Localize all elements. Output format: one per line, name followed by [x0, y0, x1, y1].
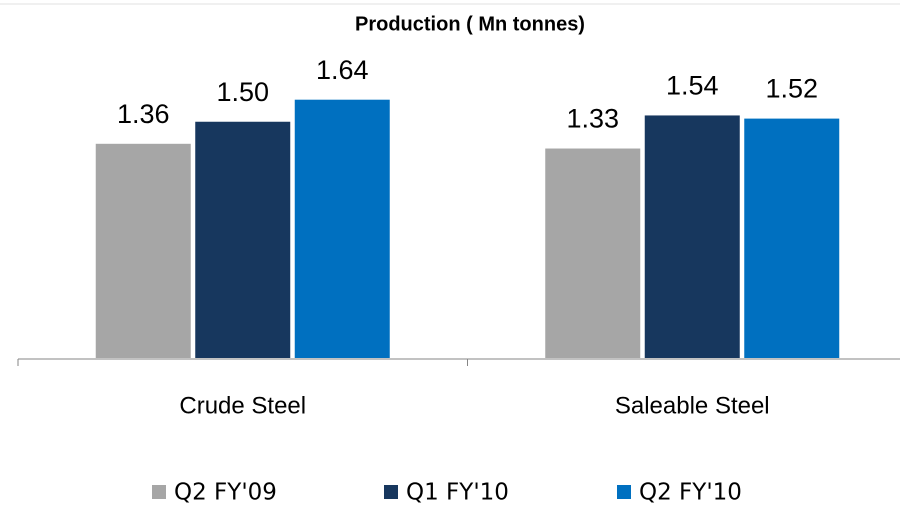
legend-swatch [152, 485, 166, 499]
bar [95, 143, 191, 358]
legend-swatch [617, 485, 631, 499]
x-tick-label: Crude Steel [179, 392, 306, 419]
bar [744, 118, 840, 358]
legend-swatch [384, 485, 398, 499]
bar [294, 99, 390, 358]
data-label: 1.36 [117, 99, 170, 129]
bar [545, 148, 641, 358]
legend-label: Q1 FY'10 [406, 480, 509, 505]
chart-title: Production ( Mn tonnes) [355, 13, 585, 35]
data-label: 1.50 [216, 77, 269, 107]
x-tick-label: Saleable Steel [615, 392, 770, 419]
data-label: 1.64 [316, 55, 369, 85]
data-label: 1.52 [765, 74, 818, 104]
data-label: 1.54 [666, 71, 719, 101]
bar [644, 115, 740, 358]
data-label: 1.33 [566, 104, 619, 134]
bar [195, 121, 291, 358]
legend-label: Q2 FY'10 [639, 480, 742, 505]
legend-label: Q2 FY'09 [174, 480, 277, 505]
